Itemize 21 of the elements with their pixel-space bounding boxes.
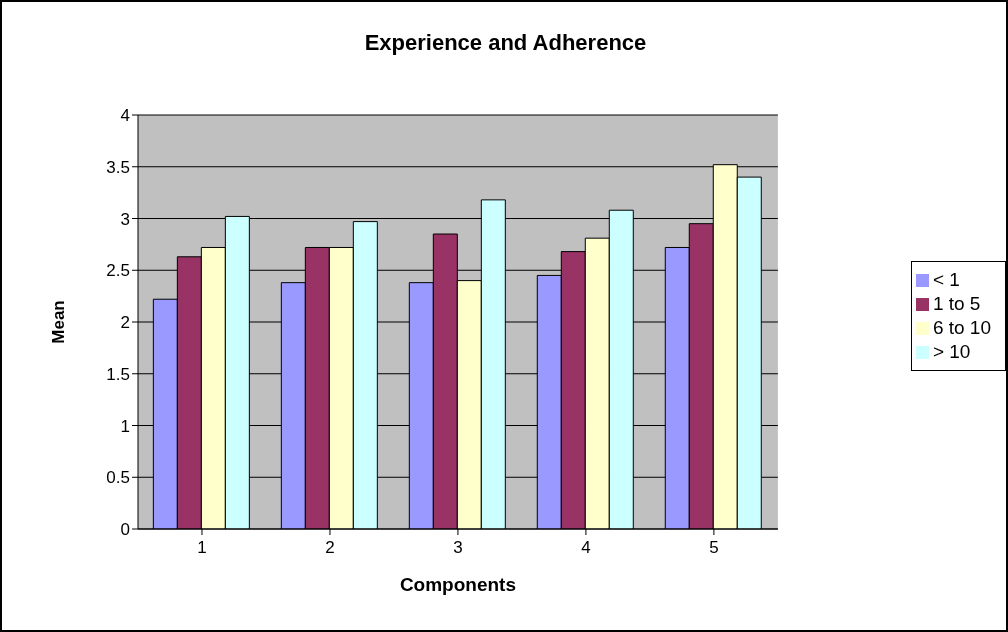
x-tick-label: 1 (197, 538, 207, 558)
y-tick-label: 1.5 (106, 364, 130, 384)
legend-label: > 10 (932, 341, 971, 362)
y-tick-label: 0 (120, 520, 130, 540)
x-tick-label: 2 (325, 538, 335, 558)
y-tick-label: 3.5 (106, 157, 130, 177)
legend-label: 6 to 10 (932, 317, 991, 338)
x-tick-label: 4 (581, 538, 591, 558)
y-tick-label: 3 (120, 209, 130, 229)
y-tick-label: 2 (120, 313, 130, 333)
y-tick-label: 1 (120, 416, 130, 436)
y-tick-label: 0.5 (106, 468, 130, 488)
legend-label: < 1 (932, 269, 960, 290)
x-tick-label: 5 (709, 538, 719, 558)
chart-title: Experience and Adherence (363, 30, 648, 56)
x-axis-title: Components (399, 574, 516, 595)
y-axis-title: Mean (49, 300, 69, 344)
y-tick-label: 2.5 (106, 261, 130, 281)
x-tick-label: 3 (453, 538, 463, 558)
y-tick-label: 4 (120, 106, 130, 126)
legend-label: 1 to 5 (932, 293, 981, 314)
